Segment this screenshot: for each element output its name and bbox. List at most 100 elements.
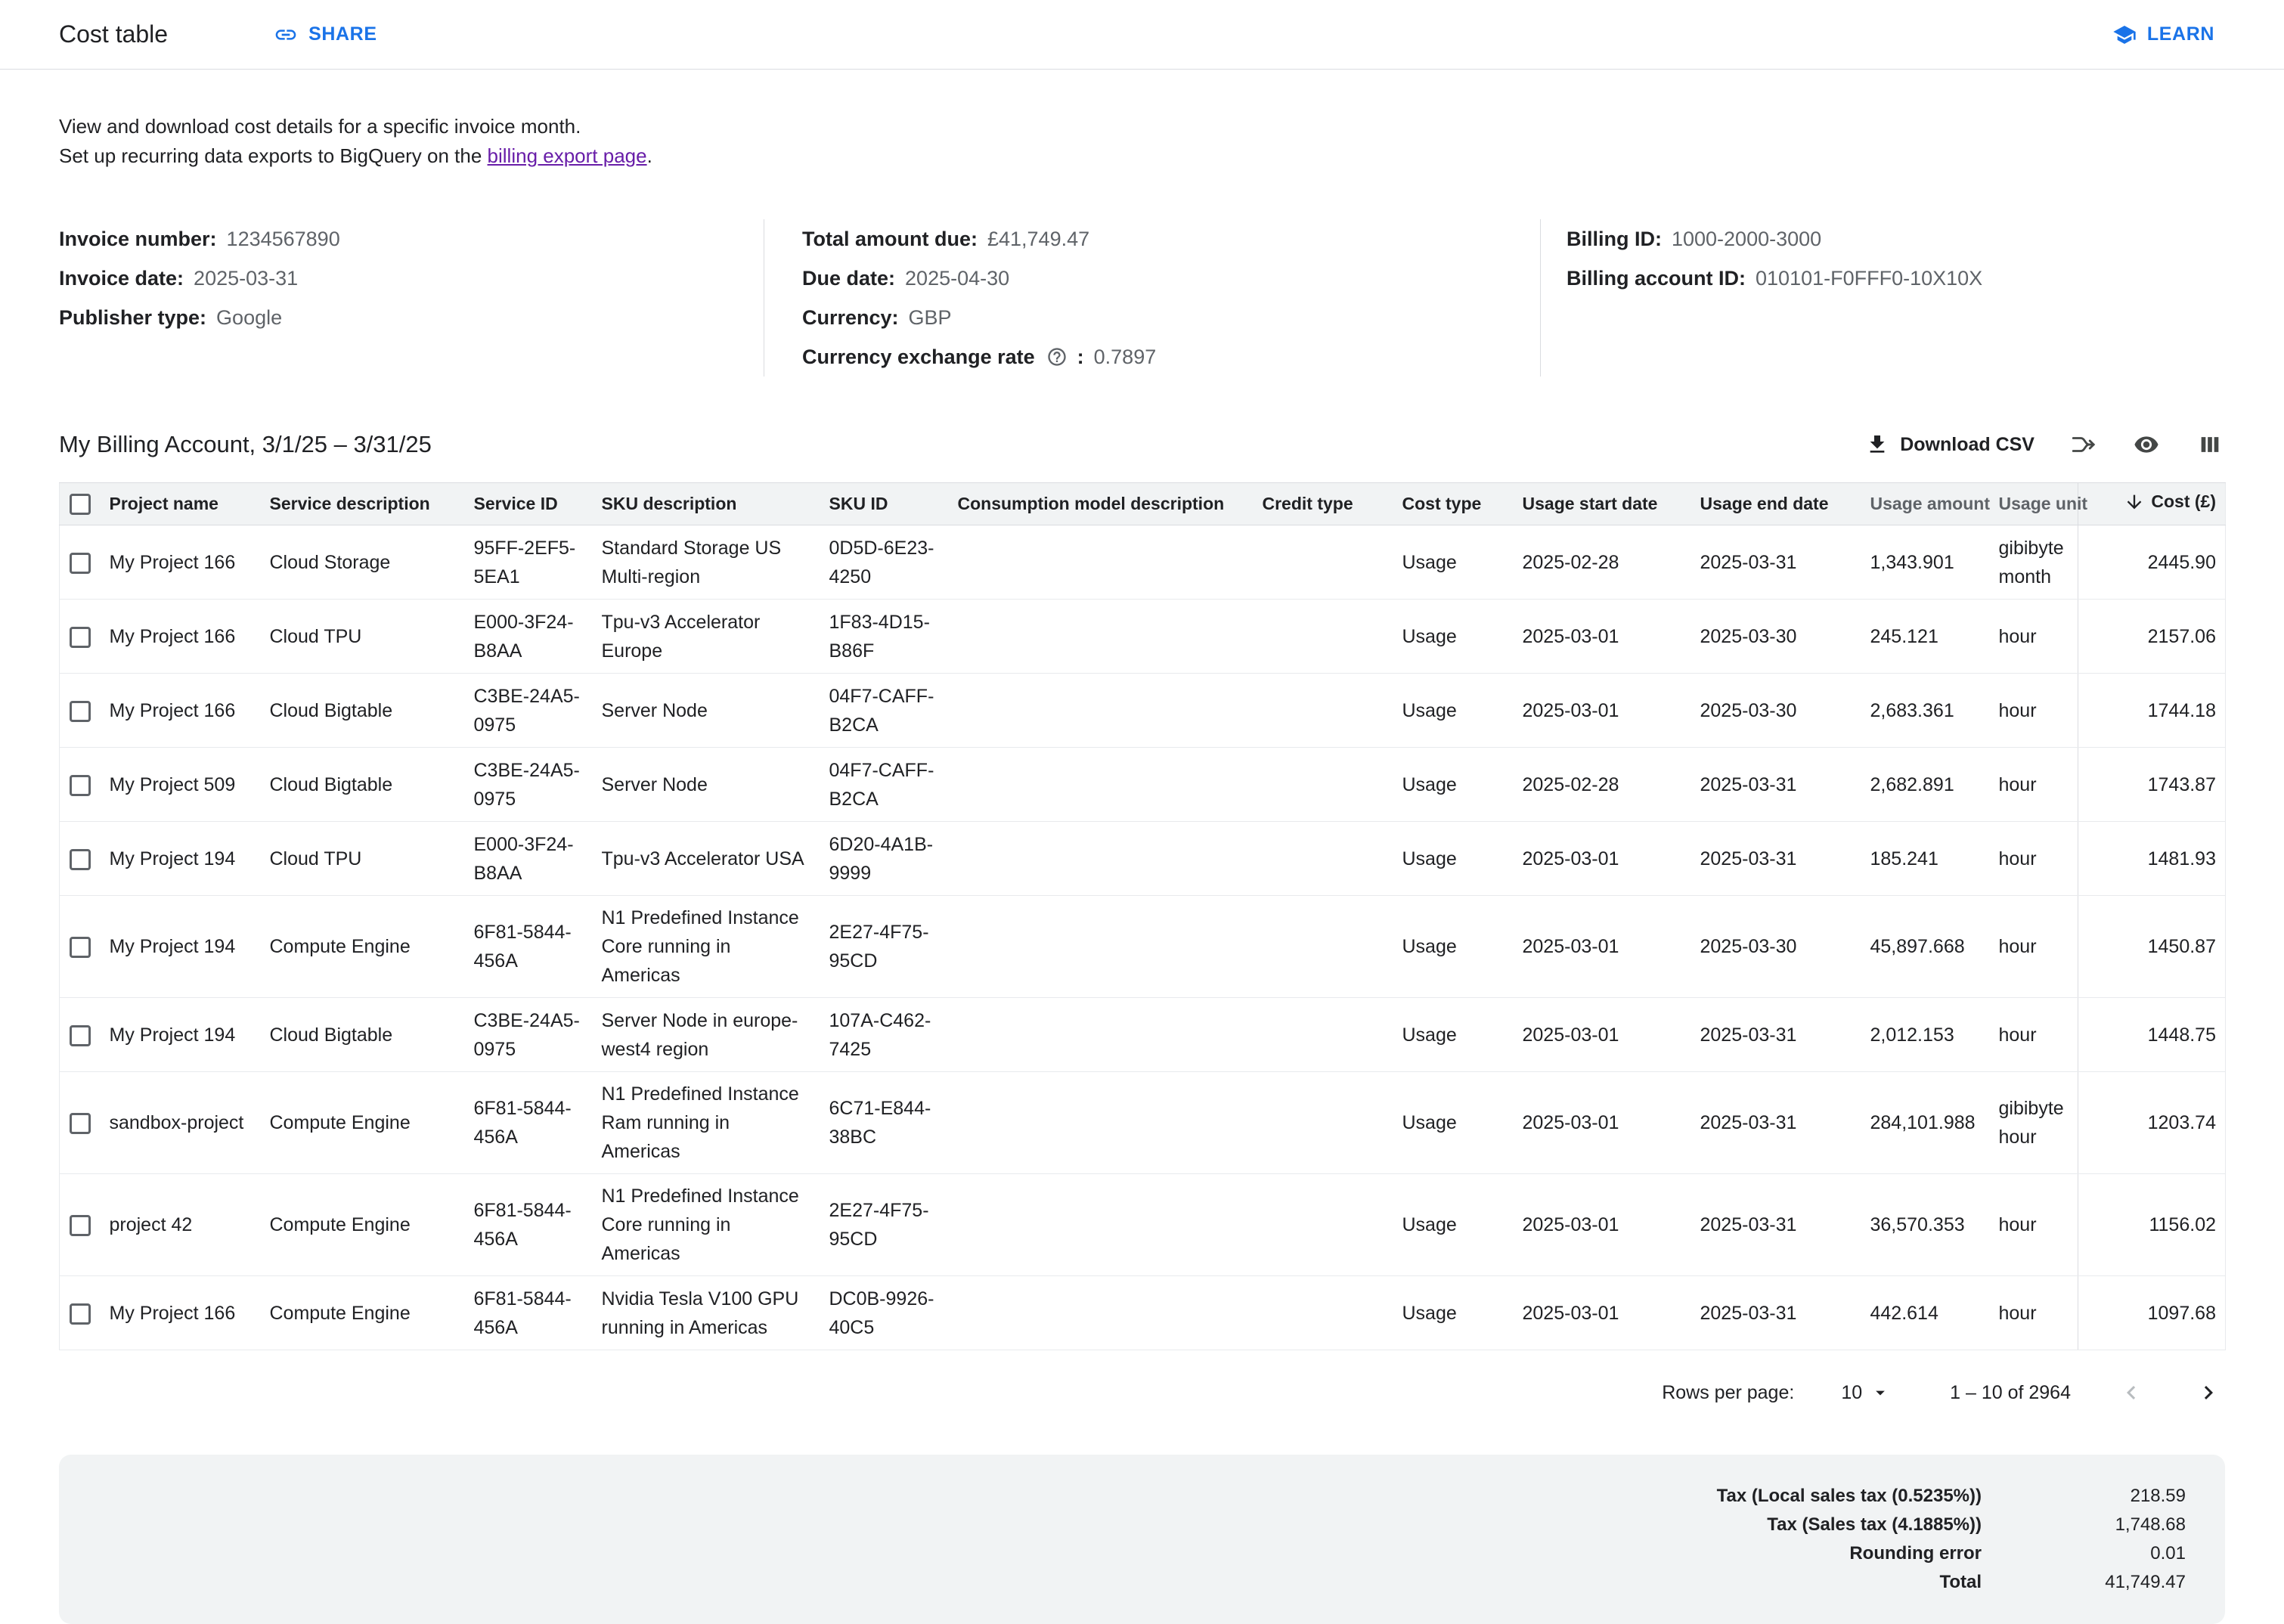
learn-label: LEARN (2146, 23, 2214, 45)
cell-service-description: Cloud TPU (260, 821, 465, 896)
sankey-view-button[interactable] (2068, 429, 2098, 460)
cell-sku-description: Server Node in europe-west4 region (592, 997, 820, 1072)
cell-service-id: C3BE-24A5-0975 (464, 997, 593, 1072)
summary-total-value: 41,749.47 (2105, 1572, 2186, 1592)
previous-page-button (2115, 1376, 2148, 1409)
cell-sku-id: 04F7-CAFF-B2CA (820, 673, 949, 748)
cell-project-name: project 42 (100, 1173, 261, 1276)
row-checkbox[interactable] (69, 700, 91, 722)
cell-credit-type (1253, 997, 1393, 1072)
col-header-usage-amount[interactable]: Usage amount (1861, 482, 1990, 525)
cell-cost-type: Usage (1393, 895, 1514, 998)
chevron-right-icon (2195, 1379, 2222, 1406)
cell-consumption-model (948, 821, 1254, 896)
school-icon (2112, 23, 2137, 47)
col-header-consumption-model[interactable]: Consumption model description (948, 482, 1254, 525)
rows-per-page-select[interactable]: 10 (1841, 1382, 1891, 1404)
next-page-button[interactable] (2192, 1376, 2225, 1409)
help-icon[interactable] (1046, 346, 1068, 367)
cell-usage-start-date: 2025-03-01 (1513, 997, 1691, 1072)
cell-usage-amount: 36,570.353 (1861, 1173, 1990, 1276)
row-checkbox[interactable] (69, 1303, 91, 1325)
cell-cost-type: Usage (1393, 673, 1514, 748)
row-checkbox[interactable] (69, 552, 91, 574)
dropdown-arrow-icon (1870, 1382, 1891, 1403)
cell-usage-unit: hour (1989, 1275, 2078, 1350)
col-header-usage-unit[interactable]: Usage unit (1989, 482, 2087, 525)
intro-line1: View and download cost details for a spe… (59, 115, 581, 138)
cell-service-description: Cloud Bigtable (260, 997, 465, 1072)
cell-usage-unit: hour (1989, 997, 2078, 1072)
col-header-project-name[interactable]: Project name (100, 482, 261, 525)
publisher-type-label: Publisher type: (59, 305, 207, 329)
col-header-service-description[interactable]: Service description (260, 482, 465, 525)
summary-row: Tax (Local sales tax (0.5235%)) 218.59 (98, 1482, 2186, 1511)
table-row: My Project 194 Compute Engine 6F81-5844-… (59, 895, 2226, 998)
share-button[interactable]: SHARE (269, 22, 382, 48)
exchange-rate-row: Currency exchange rate : 0.7897 (802, 337, 1540, 377)
cell-usage-unit: gibibyte month (1989, 525, 2078, 600)
cell-consumption-model (948, 525, 1254, 600)
table-header-row: Project name Service description Service… (59, 482, 2226, 525)
col-header-service-id[interactable]: Service ID (464, 482, 593, 525)
cell-service-id: C3BE-24A5-0975 (464, 747, 593, 822)
cost-header-label: Cost (£) (2151, 491, 2216, 511)
cell-usage-amount: 284,101.988 (1861, 1071, 1990, 1174)
summary-row: Tax (Sales tax (4.1885%)) 1,748.68 (98, 1511, 2186, 1539)
chevron-left-icon (2118, 1379, 2145, 1406)
col-header-sku-description[interactable]: SKU description (592, 482, 820, 525)
cell-cost: 1744.18 (2078, 673, 2226, 748)
cell-cost: 1097.68 (2078, 1275, 2226, 1350)
cell-service-description: Cloud Bigtable (260, 673, 465, 748)
row-checkbox[interactable] (69, 1215, 91, 1237)
summary-label: Rounding error (1849, 1543, 1982, 1564)
row-checkbox[interactable] (69, 774, 91, 796)
summary-value: 218.59 (2130, 1486, 2186, 1506)
page-title: Cost table (59, 20, 169, 48)
learn-button[interactable]: LEARN (2108, 22, 2219, 48)
row-checkbox[interactable] (69, 937, 91, 959)
share-label: SHARE (308, 23, 377, 45)
row-checkbox[interactable] (69, 1024, 91, 1046)
col-header-sku-id[interactable]: SKU ID (820, 482, 949, 525)
billing-id-value: 1000-2000-3000 (1671, 227, 1822, 250)
invoice-date-row: Invoice date: 2025-03-31 (59, 259, 764, 298)
invoice-number-value: 1234567890 (226, 227, 340, 250)
cell-service-id: 6F81-5844-456A (464, 1173, 593, 1276)
cell-cost-type: Usage (1393, 747, 1514, 822)
cell-cost-type: Usage (1393, 525, 1514, 600)
col-header-usage-start-date[interactable]: Usage start date (1513, 482, 1691, 525)
row-checkbox[interactable] (69, 1113, 91, 1135)
cell-cost-type: Usage (1393, 599, 1514, 674)
cell-service-description: Compute Engine (260, 1173, 465, 1276)
billing-account-value: 010101-F0FFF0-10X10X (1756, 266, 1983, 290)
cell-usage-amount: 1,343.901 (1861, 525, 1990, 600)
cell-service-description: Compute Engine (260, 895, 465, 998)
cell-project-name: My Project 166 (100, 673, 261, 748)
cell-usage-start-date: 2025-03-01 (1513, 599, 1691, 674)
row-checkbox[interactable] (69, 848, 91, 870)
billing-id-column: Billing ID: 1000-2000-3000 Billing accou… (1540, 219, 2225, 377)
select-all-checkbox[interactable] (69, 493, 91, 515)
cell-project-name: My Project 166 (100, 1275, 261, 1350)
col-header-usage-end-date[interactable]: Usage end date (1691, 482, 1861, 525)
intro-line2-suffix: . (646, 144, 652, 167)
cell-usage-end-date: 2025-03-31 (1691, 747, 1861, 822)
download-csv-button[interactable]: Download CSV (1865, 432, 2035, 457)
col-header-cost-type[interactable]: Cost type (1393, 482, 1514, 525)
col-header-credit-type[interactable]: Credit type (1253, 482, 1393, 525)
visibility-button[interactable] (2131, 429, 2162, 460)
cell-project-name: My Project 194 (100, 821, 261, 896)
row-checkbox[interactable] (69, 626, 91, 648)
cell-cost: 2157.06 (2078, 599, 2226, 674)
cell-cost-type: Usage (1393, 1173, 1514, 1276)
currency-label: Currency: (802, 305, 899, 329)
cell-cost: 1156.02 (2078, 1173, 2226, 1276)
cell-usage-unit: hour (1989, 895, 2078, 998)
cell-sku-id: 2E27-4F75-95CD (820, 1173, 949, 1276)
cell-service-id: C3BE-24A5-0975 (464, 673, 593, 748)
column-settings-button[interactable] (2195, 429, 2225, 460)
billing-export-link[interactable]: billing export page (487, 144, 647, 167)
invoice-details-column: Invoice number: 1234567890 Invoice date:… (59, 219, 764, 377)
col-header-cost[interactable]: Cost (£) (2078, 482, 2226, 525)
